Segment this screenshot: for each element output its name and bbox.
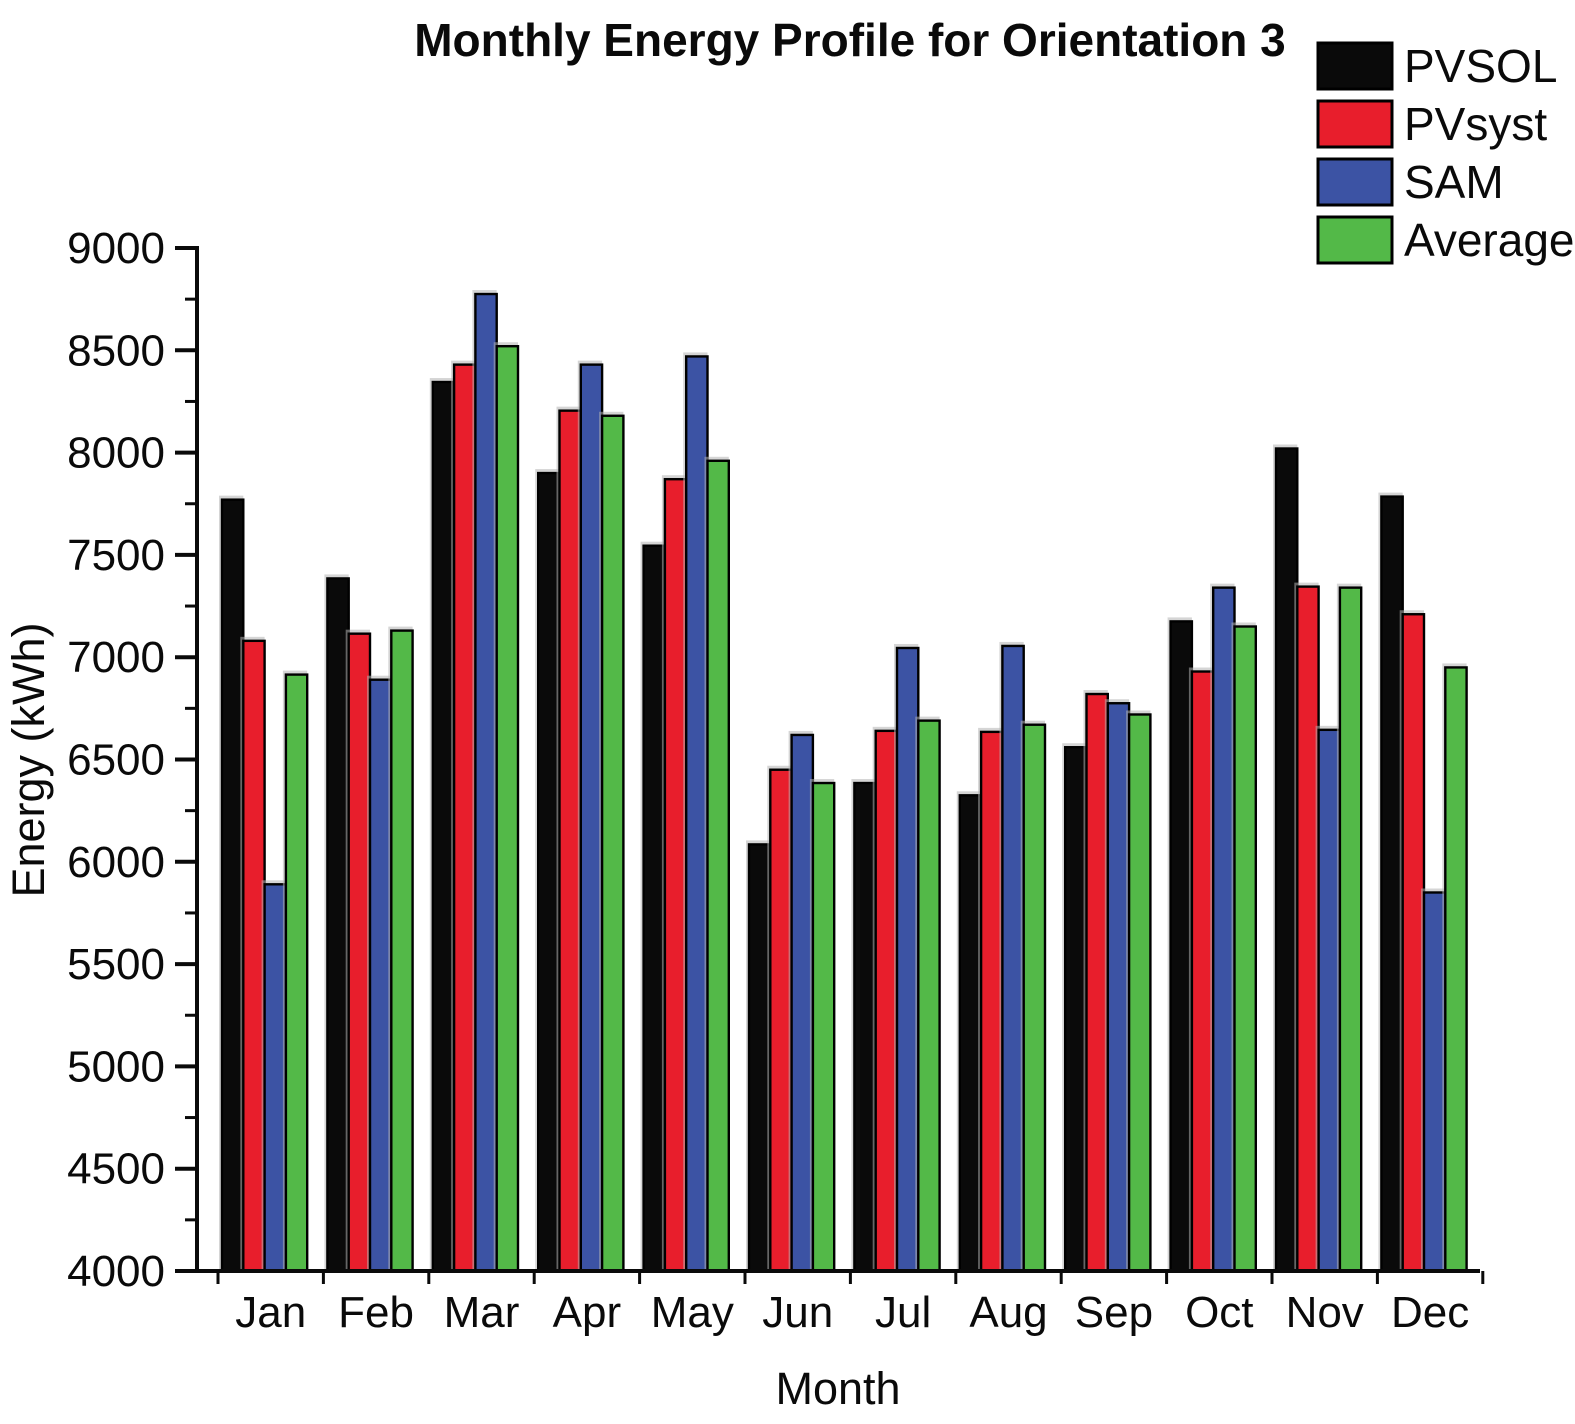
bar-PVsyst-May [663, 477, 688, 1273]
bar-PVSOL-Nov [1274, 447, 1299, 1273]
bar-PVSOL-Jul [853, 781, 877, 1273]
month-label-Jun: Jun [762, 1288, 833, 1337]
y-tick-label-8000: 8000 [67, 429, 165, 478]
bar-SAM-Dec [1422, 891, 1447, 1273]
y-tick-label-9000: 9000 [67, 224, 165, 273]
bar-PVsyst-Sep [1085, 692, 1109, 1273]
bar-PVsyst-Oct [1190, 670, 1215, 1273]
bar-SAM-May [685, 355, 709, 1273]
bar-SAM-Mar [474, 292, 498, 1273]
month-label-Oct: Oct [1185, 1288, 1253, 1337]
legend-swatch-Average [1316, 215, 1394, 265]
bar-Average-Dec [1444, 666, 1468, 1273]
bar-Average-Oct [1233, 625, 1257, 1273]
bar-SAM-Jul [895, 646, 920, 1273]
y-tick-label-6500: 6500 [67, 736, 165, 785]
y-tick-label-6000: 6000 [67, 838, 165, 887]
y-tick-label-4500: 4500 [67, 1145, 165, 1194]
month-label-Jan: Jan [235, 1288, 306, 1337]
legend-label-PVSOL: PVSOL [1404, 40, 1557, 92]
month-label-Mar: Mar [444, 1288, 520, 1337]
bar-PVSOL-Dec [1380, 495, 1404, 1273]
bar-PVsyst-Feb [347, 632, 372, 1273]
legend-swatch-SAM [1316, 157, 1394, 207]
bar-Average-Apr [600, 414, 625, 1273]
month-label-Jul: Jul [875, 1288, 931, 1337]
chart-title: Monthly Energy Profile for Orientation 3 [414, 14, 1286, 66]
bar-PVSOL-Sep [1063, 746, 1088, 1273]
y-tick-label-7500: 7500 [67, 531, 165, 580]
legend-swatch-PVsyst [1316, 99, 1394, 149]
y-tick-label-5500: 5500 [67, 940, 165, 989]
bar-Average-Sep [1127, 713, 1152, 1273]
bar-PVsyst-Jan [242, 639, 266, 1273]
y-tick-label-7000: 7000 [67, 633, 165, 682]
bar-PVSOL-Oct [1169, 620, 1194, 1273]
bar-SAM-Aug [1001, 644, 1025, 1273]
month-label-Feb: Feb [338, 1288, 414, 1337]
bar-SAM-Jun [790, 733, 815, 1273]
bar-Average-Feb [390, 629, 414, 1273]
month-label-Aug: Aug [969, 1288, 1047, 1337]
bar-Average-Nov [1338, 586, 1363, 1273]
y-axis-title: Energy (kWh) [3, 622, 54, 897]
bar-Average-Mar [495, 345, 520, 1273]
month-label-Sep: Sep [1075, 1288, 1153, 1337]
legend-swatch-PVSOL [1316, 41, 1394, 91]
month-label-Dec: Dec [1391, 1288, 1469, 1337]
bar-Average-Aug [1022, 723, 1047, 1273]
bar-PVSOL-Mar [431, 380, 456, 1273]
bar-SAM-Jan [263, 883, 288, 1273]
bar-SAM-Feb [368, 678, 393, 1273]
month-label-Apr: Apr [553, 1288, 621, 1337]
legend-label-SAM: SAM [1404, 156, 1504, 208]
bar-SAM-Apr [579, 363, 604, 1273]
y-tick-label-4000: 4000 [67, 1247, 165, 1296]
month-label-Nov: Nov [1286, 1288, 1364, 1337]
y-tick-label-8500: 8500 [67, 326, 165, 375]
bar-PVsyst-Dec [1401, 613, 1426, 1273]
bar-SAM-Sep [1106, 702, 1131, 1273]
month-label-May: May [651, 1288, 734, 1337]
legend-label-Average: Average [1404, 214, 1575, 266]
bar-Average-Jun [811, 781, 836, 1273]
bar-PVsyst-Mar [452, 363, 477, 1273]
bar-PVSOL-Apr [537, 471, 561, 1273]
bar-SAM-Oct [1211, 586, 1236, 1273]
bar-PVsyst-Aug [979, 730, 1004, 1273]
x-axis-title: Month [775, 1363, 900, 1414]
bar-Average-Jul [917, 719, 941, 1273]
bar-Average-Jan [284, 673, 309, 1273]
bar-PVSOL-Jun [747, 843, 772, 1273]
bar-SAM-Nov [1317, 728, 1342, 1273]
bar-PVSOL-Jan [220, 498, 245, 1273]
bar-PVsyst-Jun [769, 768, 793, 1273]
bar-PVsyst-Apr [558, 409, 582, 1273]
bar-PVsyst-Jul [874, 729, 899, 1273]
bar-PVSOL-Aug [958, 794, 983, 1273]
bar-PVSOL-Feb [326, 577, 350, 1273]
y-tick-label-5000: 5000 [67, 1042, 165, 1091]
bar-PVsyst-Nov [1296, 585, 1320, 1273]
legend-label-PVsyst: PVsyst [1404, 98, 1547, 150]
bar-PVSOL-May [642, 544, 667, 1273]
bar-Average-May [706, 459, 730, 1273]
